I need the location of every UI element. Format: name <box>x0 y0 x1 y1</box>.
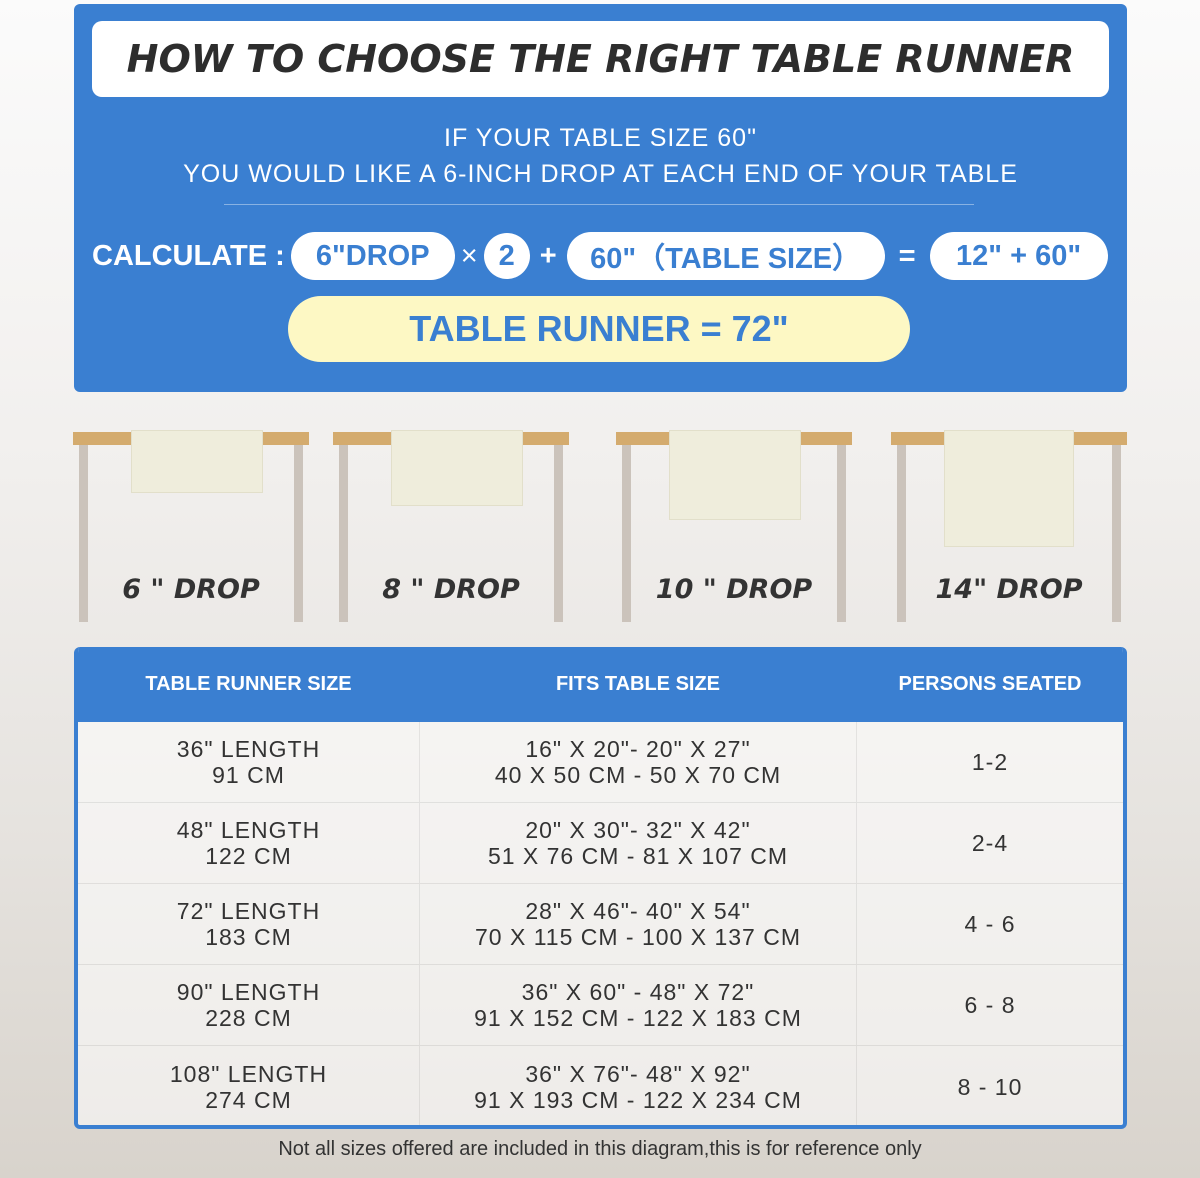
calculation-row: CALCULATE : 6"DROP × 2 + 60"（TABLE SIZE）… <box>92 232 1108 280</box>
equals-sign: = <box>898 239 916 272</box>
persons-cell: 8 - 10 <box>957 1073 1023 1100</box>
header-persons: PERSONS SEATED <box>898 673 1082 695</box>
table-row: 48" LENGTH 122 CM 20" X 30"- 32" X 42" 51 … <box>78 803 1123 884</box>
table-leg <box>294 445 303 622</box>
table-leg <box>1112 445 1121 622</box>
header-runner-size: TABLE RUNNER SIZE <box>145 673 352 695</box>
fits-inches: 28" X 46"- 40" X 54" <box>525 898 751 924</box>
fits-cm: 40 X 50 CM - 50 X 70 CM <box>494 762 782 788</box>
size-inches: 72" LENGTH <box>176 898 321 924</box>
size-cm: 228 CM <box>205 1005 292 1031</box>
table-leg <box>79 445 88 622</box>
fits-cm: 91 X 193 CM - 122 X 234 CM <box>474 1086 802 1113</box>
runner-size-cell: 72" LENGTH 183 CM <box>78 884 419 964</box>
persons-cell: 1-2 <box>971 749 1009 775</box>
fits-cm: 91 X 152 CM - 122 X 183 CM <box>474 1005 802 1031</box>
multiplier-pill: 2 <box>483 233 530 279</box>
size-cm: 274 CM <box>205 1086 292 1113</box>
fits-cm: 70 X 115 CM - 100 X 137 CM <box>475 924 801 950</box>
header-fits-table: FITS TABLE SIZE <box>555 673 721 695</box>
intro-line-2: YOU WOULD LIKE A 6-INCH DROP AT EACH END… <box>183 160 1018 188</box>
drop-illustration: 10 " DROP <box>616 430 852 622</box>
fits-inches: 20" X 30"- 32" X 42" <box>525 817 751 843</box>
drop-label: 6 " DROP <box>122 574 260 605</box>
table-size-pill: 60"（TABLE SIZE） <box>566 232 885 280</box>
fits-inches: 36" X 60" - 48" X 72" <box>521 979 755 1005</box>
size-cm: 122 CM <box>205 843 292 869</box>
table-leg <box>837 445 846 622</box>
fits-table-cell: 36" X 60" - 48" X 72" 91 X 152 CM - 122 X… <box>419 965 857 1045</box>
calculation-panel: HOW TO CHOOSE THE RIGHT TABLE RUNNER IF … <box>74 4 1127 392</box>
fits-cm: 51 X 76 CM - 81 X 107 CM <box>487 843 789 869</box>
page-title: HOW TO CHOOSE THE RIGHT TABLE RUNNER <box>92 21 1109 97</box>
fits-table-cell: 16" X 20"- 20" X 27" 40 X 50 CM - 50 X 70… <box>419 722 857 802</box>
fits-table-cell: 36" X 76"- 48" X 92" 91 X 193 CM - 122 X … <box>419 1046 857 1125</box>
size-inches: 48" LENGTH <box>176 817 321 843</box>
table-leg <box>897 445 906 622</box>
drop-illustration: 8 " DROP <box>333 430 569 622</box>
fits-table-cell: 20" X 30"- 32" X 42" 51 X 76 CM - 81 X 10… <box>419 803 857 883</box>
persons-cell: 4 - 6 <box>964 911 1016 937</box>
fits-inches: 36" X 76"- 48" X 92" <box>525 1060 751 1087</box>
fits-inches: 16" X 20"- 20" X 27" <box>525 736 751 762</box>
runner-size-cell: 48" LENGTH 122 CM <box>78 803 419 883</box>
times-sign: × <box>460 239 478 272</box>
runner-size-cell: 36" LENGTH 91 CM <box>78 722 419 802</box>
size-cm: 91 CM <box>212 762 285 788</box>
table-row: 90" LENGTH 228 CM 36" X 60" - 48" X 72" 91… <box>78 965 1123 1046</box>
persons-cell: 6 - 8 <box>964 992 1016 1018</box>
drop-illustration: 14" DROP <box>891 430 1127 622</box>
drop-label: 8 " DROP <box>382 574 520 605</box>
drop-label: 10 " DROP <box>655 574 813 605</box>
intro-line-1: IF YOUR TABLE SIZE 60" <box>444 124 757 152</box>
runner-size-cell: 90" LENGTH 228 CM <box>78 965 419 1045</box>
size-table: TABLE RUNNER SIZE FITS TABLE SIZE PERSON… <box>74 647 1127 1129</box>
footnote: Not all sizes offered are included in th… <box>278 1138 922 1160</box>
drop-pill: 6"DROP <box>290 232 455 280</box>
divider <box>224 204 974 205</box>
table-leg <box>554 445 563 622</box>
runner-drop <box>131 430 263 493</box>
table-row: 72" LENGTH 183 CM 28" X 46"- 40" X 54" 70 … <box>78 884 1123 965</box>
table-row: 36" LENGTH 91 CM 16" X 20"- 20" X 27" 40 X… <box>78 722 1123 803</box>
sum-pill: 12" + 60" <box>929 232 1108 280</box>
runner-size-cell: 108" LENGTH 274 CM <box>78 1046 419 1125</box>
runner-drop <box>391 430 523 507</box>
table-header: TABLE RUNNER SIZE FITS TABLE SIZE PERSON… <box>78 647 1123 722</box>
table-leg <box>622 445 631 622</box>
runner-drop <box>669 430 801 520</box>
table-leg <box>339 445 348 622</box>
drop-illustration: 6 " DROP <box>73 430 309 622</box>
runner-drop <box>944 430 1074 548</box>
calculate-label: CALCULATE : <box>92 239 285 272</box>
size-inches: 36" LENGTH <box>176 736 321 762</box>
plus-sign: + <box>539 239 557 272</box>
persons-cell: 2-4 <box>971 830 1009 856</box>
result-pill: TABLE RUNNER = 72" <box>288 296 910 362</box>
drop-label: 14" DROP <box>935 574 1083 605</box>
fits-table-cell: 28" X 46"- 40" X 54" 70 X 115 CM - 100 X … <box>419 884 857 964</box>
size-cm: 183 CM <box>205 924 292 950</box>
table-row: 108" LENGTH 274 CM 36" X 76"- 48" X 92" 91… <box>78 1046 1123 1125</box>
size-inches: 108" LENGTH <box>169 1060 328 1087</box>
size-inches: 90" LENGTH <box>176 979 321 1005</box>
